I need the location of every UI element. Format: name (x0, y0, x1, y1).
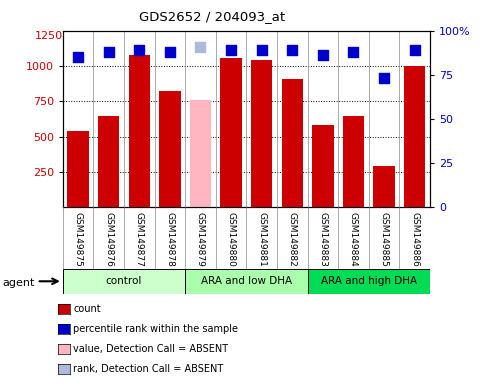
Bar (312, 126, 333, 207)
Point (227, 47, 235, 53)
Point (411, 47, 418, 53)
Bar (159, 91, 181, 207)
Point (166, 49, 174, 55)
Bar (68, 131, 89, 207)
Text: GSM149876: GSM149876 (104, 212, 113, 267)
Text: agent: agent (2, 278, 35, 288)
Bar (185, 269, 308, 294)
Bar (128, 55, 150, 207)
Text: GSM149878: GSM149878 (165, 212, 174, 267)
Text: value, Detection Call = ABSENT: value, Detection Call = ABSENT (73, 344, 228, 354)
Bar (373, 166, 395, 207)
Text: GDS2652 / 204093_at: GDS2652 / 204093_at (140, 10, 285, 23)
Text: GSM149886: GSM149886 (410, 212, 419, 267)
Text: count: count (73, 304, 101, 314)
Point (350, 49, 357, 55)
Bar (220, 58, 242, 207)
Text: GSM149880: GSM149880 (227, 212, 236, 267)
Text: GSM149883: GSM149883 (318, 212, 327, 267)
Text: GSM149882: GSM149882 (288, 212, 297, 267)
Point (197, 43, 204, 50)
Text: rank, Detection Call = ABSENT: rank, Detection Call = ABSENT (73, 364, 224, 374)
Text: ARA and high DHA: ARA and high DHA (321, 276, 417, 286)
Text: GSM149877: GSM149877 (135, 212, 144, 267)
Point (288, 47, 296, 53)
Text: GSM149879: GSM149879 (196, 212, 205, 267)
Text: control: control (106, 276, 142, 286)
Text: GSM149885: GSM149885 (380, 212, 388, 267)
Bar (63, 269, 185, 294)
Point (74, 54, 82, 60)
Bar (190, 100, 211, 207)
Text: 1250: 1250 (35, 31, 63, 41)
Text: GSM149875: GSM149875 (73, 212, 83, 267)
Text: GSM149884: GSM149884 (349, 212, 358, 267)
Bar (404, 66, 425, 207)
Bar (343, 116, 364, 207)
Bar (98, 116, 119, 207)
Point (319, 52, 327, 58)
Point (380, 75, 388, 81)
Text: percentile rank within the sample: percentile rank within the sample (73, 324, 239, 334)
Text: GSM149881: GSM149881 (257, 212, 266, 267)
Bar (308, 269, 430, 294)
Point (258, 47, 266, 53)
Text: ARA and low DHA: ARA and low DHA (201, 276, 292, 286)
Bar (282, 79, 303, 207)
Point (105, 49, 113, 55)
Point (135, 47, 143, 53)
Bar (251, 60, 272, 207)
